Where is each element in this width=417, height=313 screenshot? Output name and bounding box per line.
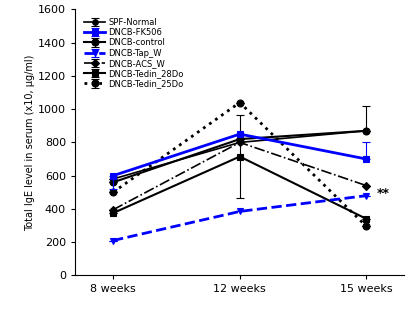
Legend: SPF-Normal, DNCB-FK506, DNCB-control, DNCB-Tap_W, DNCB-ACS_W, DNCB-Tedin_28Do, D: SPF-Normal, DNCB-FK506, DNCB-control, DN… [83, 16, 186, 90]
Y-axis label: Total IgE level in serum (x10, μg/ml): Total IgE level in serum (x10, μg/ml) [25, 54, 35, 231]
Text: **: ** [377, 187, 389, 200]
